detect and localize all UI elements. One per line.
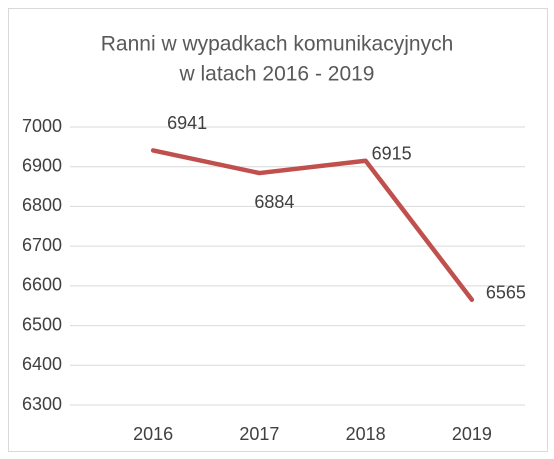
x-tick-label: 2016 [133,424,173,444]
x-tick-label: 2019 [452,424,492,444]
data-label: 6941 [167,113,207,133]
data-label: 6565 [486,283,526,303]
data-label: 6884 [254,192,294,212]
y-tick-label: 6500 [22,314,62,334]
y-tick-label: 6800 [22,195,62,215]
x-tick-label: 2017 [239,424,279,444]
chart-border [8,8,548,452]
y-tick-label: 6700 [22,235,62,255]
y-tick-label: 6400 [22,354,62,374]
chart-title: Ranni w wypadkach komunikacyjnych [101,33,454,56]
chart-title: w latach 2016 - 2019 [179,63,375,86]
y-tick-label: 6600 [22,275,62,295]
line-series [150,148,475,303]
y-tick-label: 6900 [22,155,62,175]
y-tick-label: 6300 [22,394,62,414]
y-tick-label: 7000 [22,116,62,136]
x-tick-label: 2018 [346,424,386,444]
data-label: 6915 [372,144,412,164]
